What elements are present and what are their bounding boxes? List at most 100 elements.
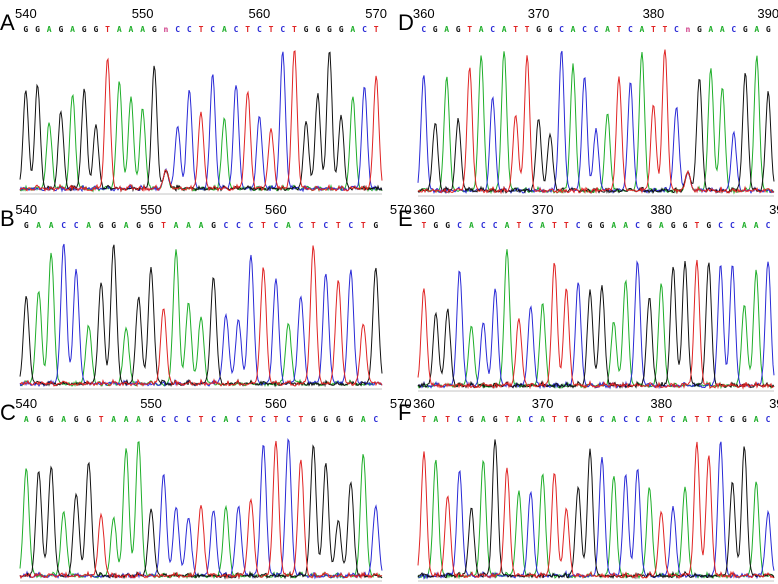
panel-label: C <box>0 400 16 425</box>
base-call: C <box>210 25 215 34</box>
base-call: T <box>552 221 557 230</box>
base-call: A <box>754 415 759 424</box>
base-call: T <box>525 25 530 34</box>
base-call: A <box>70 25 75 34</box>
trace <box>418 51 775 195</box>
trace <box>417 441 775 580</box>
base-call: G <box>493 415 498 424</box>
base-call: G <box>469 415 474 424</box>
base-call: A <box>540 415 545 424</box>
base-call: T <box>161 221 166 230</box>
position-label: 380 <box>650 396 672 411</box>
base-call: A <box>481 415 486 424</box>
base-call: C <box>528 221 533 230</box>
base-call: C <box>249 221 254 230</box>
base-call: T <box>245 25 250 34</box>
position-label: 370 <box>528 6 550 21</box>
base-call: C <box>186 415 191 424</box>
panel-label: B <box>0 206 15 231</box>
base-call: A <box>469 221 474 230</box>
position-label: 560 <box>265 396 287 411</box>
position-label: 370 <box>532 396 554 411</box>
base-call: T <box>467 25 472 34</box>
trace <box>19 243 383 387</box>
base-call: T <box>292 25 297 34</box>
base-call: A <box>36 221 41 230</box>
position-label: 540 <box>15 396 37 411</box>
base-call: C <box>261 415 266 424</box>
base-call: G <box>588 221 593 230</box>
base-call: G <box>706 221 711 230</box>
base-call: G <box>315 25 320 34</box>
base-call: T <box>361 221 366 230</box>
base-call: T <box>336 221 341 230</box>
base-call: T <box>298 415 303 424</box>
base-call: C <box>421 25 426 34</box>
base-call: T <box>105 25 110 34</box>
base-call: C <box>635 221 640 230</box>
base-call: C <box>594 25 599 34</box>
base-call: A <box>444 25 449 34</box>
base-call: C <box>298 221 303 230</box>
base-call: A <box>286 221 291 230</box>
base-call: C <box>490 25 495 34</box>
base-call: G <box>36 415 41 424</box>
base-call: A <box>505 221 510 230</box>
base-call: C <box>576 221 581 230</box>
base-call: C <box>236 221 241 230</box>
base-call: A <box>136 415 141 424</box>
base-call: C <box>236 415 241 424</box>
base-call: C <box>234 25 239 34</box>
base-call: A <box>640 25 645 34</box>
base-call: A <box>361 415 366 424</box>
base-call: C <box>528 415 533 424</box>
base-call: T <box>273 415 278 424</box>
base-call: C <box>600 415 605 424</box>
trace <box>19 51 383 193</box>
base-call: G <box>149 415 154 424</box>
base-call: G <box>548 25 553 34</box>
base-call: A <box>129 25 134 34</box>
base-call: A <box>605 25 610 34</box>
base-call: C <box>766 221 771 230</box>
base-call: G <box>576 415 581 424</box>
base-call: G <box>433 221 438 230</box>
base-call: G <box>697 25 702 34</box>
base-call: G <box>373 221 378 230</box>
base-call: G <box>93 25 98 34</box>
base-call: A <box>224 415 229 424</box>
trace <box>19 249 382 388</box>
position-label: 540 <box>15 6 37 21</box>
position-label: 570 <box>390 396 412 411</box>
base-call: T <box>694 415 699 424</box>
base-call: C <box>559 25 564 34</box>
base-call: G <box>24 221 29 230</box>
trace <box>417 261 775 389</box>
base-call: G <box>766 25 771 34</box>
position-label: 550 <box>132 6 154 21</box>
base-call: A <box>124 221 129 230</box>
base-call: T <box>99 415 104 424</box>
base-call: G <box>49 415 54 424</box>
base-call: C <box>257 25 262 34</box>
base-call: G <box>339 25 344 34</box>
base-call: C <box>628 25 633 34</box>
base-call: T <box>311 221 316 230</box>
position-label: 570 <box>390 202 412 217</box>
base-call: G <box>82 25 87 34</box>
base-call: A <box>117 25 122 34</box>
base-call: C <box>323 221 328 230</box>
base-call: G <box>336 415 341 424</box>
trace <box>417 259 775 390</box>
base-call: T <box>374 25 379 34</box>
base-call: C <box>457 221 462 230</box>
base-call: C <box>731 25 736 34</box>
base-call: G <box>671 221 676 230</box>
base-call: T <box>694 221 699 230</box>
base-call: T <box>564 415 569 424</box>
base-call: C <box>273 221 278 230</box>
position-label: 390 <box>757 6 778 21</box>
base-call: T <box>422 415 427 424</box>
base-call: C <box>362 25 367 34</box>
